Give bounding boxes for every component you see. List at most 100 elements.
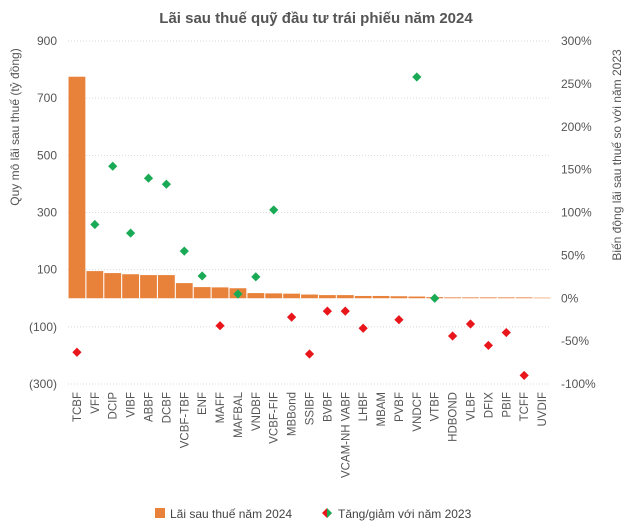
bar bbox=[354, 295, 372, 299]
bar bbox=[408, 296, 426, 299]
category-label: MAFF bbox=[215, 392, 227, 423]
left-tick-label: 300 bbox=[37, 206, 57, 220]
change-marker bbox=[197, 271, 207, 281]
bar bbox=[390, 296, 408, 299]
category-label: DCIP bbox=[108, 392, 120, 420]
bar bbox=[497, 297, 515, 299]
change-marker bbox=[448, 331, 458, 341]
category-label: TCBF bbox=[72, 392, 84, 422]
change-marker bbox=[412, 72, 422, 82]
category-label: ABBF bbox=[144, 392, 156, 422]
bar bbox=[479, 297, 497, 299]
change-marker bbox=[161, 179, 171, 189]
category-label: MBAM bbox=[376, 392, 388, 427]
right-tick-label: 0% bbox=[561, 291, 579, 305]
bar bbox=[462, 297, 479, 299]
bar bbox=[318, 295, 336, 299]
category-label: MAFBAL bbox=[233, 391, 245, 438]
category-label: VTBF bbox=[430, 392, 442, 421]
right-axis-ticks: 300% 250% 200% 150% 100% 50% 0% -50% -100% bbox=[561, 34, 596, 391]
bar bbox=[86, 271, 104, 299]
category-label: ENF bbox=[197, 392, 209, 415]
change-marker bbox=[519, 370, 529, 381]
bar-series bbox=[68, 76, 551, 299]
right-tick-label: -50% bbox=[561, 334, 589, 348]
gridlines bbox=[68, 40, 551, 385]
change-marker bbox=[90, 219, 100, 230]
category-label: UVDIF bbox=[537, 392, 549, 427]
bar bbox=[122, 274, 140, 299]
change-marker bbox=[483, 340, 493, 351]
category-label: TCFF bbox=[519, 392, 531, 421]
right-tick-label: 100% bbox=[561, 206, 592, 220]
category-label: BVBF bbox=[322, 392, 334, 422]
category-label: MBBond bbox=[287, 392, 299, 436]
category-label: PBIF bbox=[501, 392, 513, 418]
legend-marker-swatch-red-2 bbox=[322, 508, 327, 513]
category-label: VCBF-FIF bbox=[269, 392, 281, 444]
change-marker bbox=[501, 327, 511, 338]
legend-bar-label: Lãi sau thuế năm 2024 bbox=[170, 507, 292, 521]
change-marker bbox=[304, 349, 315, 359]
category-label: LHBF bbox=[358, 392, 370, 421]
bar bbox=[247, 293, 265, 299]
left-tick-label: 100 bbox=[37, 263, 57, 277]
right-tick-label: 250% bbox=[561, 77, 592, 91]
bar bbox=[175, 283, 193, 299]
category-label: SSIBF bbox=[305, 392, 317, 425]
change-marker bbox=[179, 246, 189, 256]
bar bbox=[193, 287, 211, 299]
change-marker bbox=[108, 161, 118, 171]
change-marker bbox=[143, 173, 154, 183]
legend-bar-swatch bbox=[155, 508, 165, 518]
bar bbox=[301, 294, 318, 299]
left-tick-label: 900 bbox=[37, 34, 57, 48]
bar bbox=[211, 287, 229, 299]
category-label: VLBF bbox=[466, 392, 478, 421]
category-label: VNDCF bbox=[412, 392, 424, 432]
category-label: VCAM-NH VABF bbox=[340, 392, 352, 478]
bar bbox=[515, 297, 533, 299]
category-label: HDBOND bbox=[448, 392, 460, 442]
right-tick-label: 150% bbox=[561, 163, 592, 177]
change-marker bbox=[215, 321, 225, 331]
change-marker bbox=[233, 289, 243, 299]
bar bbox=[533, 297, 551, 299]
right-tick-label: 200% bbox=[561, 120, 592, 134]
category-label: DCBF bbox=[161, 392, 173, 423]
left-tick-label: 500 bbox=[37, 148, 57, 162]
left-tick-label: 700 bbox=[37, 91, 57, 105]
legend-marker-label: Tăng/giảm với năm 2023 bbox=[338, 507, 472, 521]
change-marker bbox=[430, 293, 440, 303]
change-marker bbox=[322, 306, 332, 316]
chart-title: Lãi sau thuế quỹ đầu tư trái phiếu năm 2… bbox=[159, 10, 473, 27]
marker-series bbox=[72, 72, 529, 381]
legend: Lãi sau thuế năm 2024 Tăng/giảm với năm … bbox=[155, 507, 472, 521]
bar bbox=[157, 275, 175, 299]
left-axis-ticks: 900 700 500 300 100 (100) (300) bbox=[29, 34, 57, 391]
right-tick-label: 300% bbox=[561, 34, 592, 48]
change-marker bbox=[394, 315, 404, 325]
bar bbox=[336, 295, 354, 299]
legend-marker-swatch-green bbox=[327, 508, 332, 513]
right-axis-title: Biến động lãi sau thuế so với năm 2023 bbox=[610, 49, 624, 261]
change-marker bbox=[251, 272, 261, 282]
bar bbox=[444, 297, 462, 299]
category-label: VFF bbox=[90, 392, 102, 414]
legend-marker-swatch-green-2 bbox=[327, 513, 332, 518]
change-marker bbox=[72, 347, 82, 357]
category-label: PVBF bbox=[394, 392, 406, 422]
change-marker bbox=[465, 319, 476, 329]
right-tick-label: -100% bbox=[561, 377, 596, 391]
right-tick-label: 50% bbox=[561, 248, 585, 262]
bar bbox=[265, 293, 283, 299]
bar bbox=[104, 273, 122, 299]
change-marker bbox=[287, 312, 297, 322]
bar bbox=[140, 275, 157, 299]
category-label: VIBF bbox=[126, 392, 138, 418]
left-tick-label: (100) bbox=[29, 320, 57, 334]
category-label: DFIX bbox=[483, 392, 495, 419]
change-marker bbox=[126, 228, 136, 238]
